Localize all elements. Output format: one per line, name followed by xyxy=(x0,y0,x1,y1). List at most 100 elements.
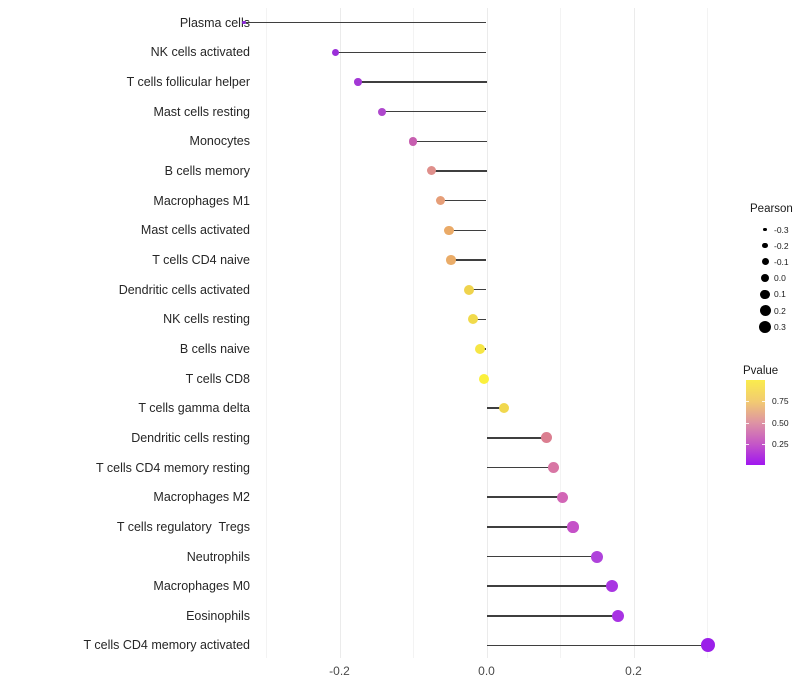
colorbar-tick-label: 0.75 xyxy=(772,396,789,407)
gridline-minor xyxy=(266,8,267,658)
y-axis-label: NK cells activated xyxy=(150,45,250,60)
y-axis-label: B cells memory xyxy=(164,163,250,178)
lollipop-stem xyxy=(357,81,487,83)
gridline-minor xyxy=(707,8,708,658)
size-legend-label: 0.3 xyxy=(774,321,786,332)
colorbar-tick-label: 0.50 xyxy=(772,417,789,428)
lollipop-dot xyxy=(444,225,454,236)
colorbar-tick xyxy=(746,401,749,403)
lollipop-dot xyxy=(332,48,340,56)
gridline-minor xyxy=(413,8,414,658)
size-legend-label: 0.1 xyxy=(774,289,786,300)
lollipop-dot xyxy=(611,609,625,623)
lollipop-stem xyxy=(473,318,487,321)
lollipop-stem xyxy=(440,199,487,202)
lollipop-dot xyxy=(463,284,474,295)
lollipop-dot xyxy=(378,107,387,116)
size-legend-dot xyxy=(759,305,771,316)
gridline-minor xyxy=(560,8,561,658)
y-axis-label: B cells naive xyxy=(179,341,250,356)
y-axis-label: Dendritic cells activated xyxy=(118,282,250,297)
lollipop-stem xyxy=(243,21,487,24)
size-legend-label: 0.2 xyxy=(774,305,786,316)
lollipop-stem xyxy=(486,615,619,617)
size-legend-dot xyxy=(761,258,769,266)
lollipop-stem xyxy=(468,288,487,291)
pvalue-colorbar xyxy=(746,380,765,465)
lollipop-stem xyxy=(382,110,487,113)
x-axis-tick-label: -0.2 xyxy=(329,664,350,678)
lollipop-stem xyxy=(413,140,487,143)
y-axis-label: Monocytes xyxy=(189,134,250,149)
lollipop-dot xyxy=(474,343,485,354)
y-axis-label: T cells follicular helper xyxy=(126,75,250,89)
lollipop-stem xyxy=(486,644,708,647)
lollipop-stem xyxy=(431,170,487,172)
lollipop-dot xyxy=(242,20,246,25)
lollipop-dot xyxy=(479,373,490,384)
lollipop-dot xyxy=(547,462,559,474)
lollipop-stem xyxy=(486,437,547,439)
y-axis-label: NK cells resting xyxy=(163,312,250,327)
lollipop-stem xyxy=(449,229,487,232)
lollipop-stem xyxy=(486,496,563,498)
lollipop-dot xyxy=(541,432,553,444)
size-legend-label: -0.1 xyxy=(774,256,789,267)
size-legend-dot xyxy=(763,227,767,232)
gridline-major xyxy=(486,8,488,658)
lollipop-dot xyxy=(436,196,446,206)
y-axis-label: Macrophages M1 xyxy=(153,193,250,208)
y-axis-label: Mast cells activated xyxy=(140,223,250,238)
size-legend-label: -0.2 xyxy=(774,240,789,251)
x-axis-tick-label: 0.0 xyxy=(478,664,495,678)
y-axis-label: T cells CD4 naive xyxy=(152,252,250,267)
lollipop-dot xyxy=(556,491,568,503)
lollipop-dot xyxy=(591,550,604,563)
y-axis-label: Plasma cells xyxy=(179,15,250,30)
y-axis-label: T cells regulatory Tregs xyxy=(116,519,250,534)
y-axis-label: T cells CD4 memory activated xyxy=(83,638,251,653)
lollipop-stem xyxy=(486,585,613,587)
lollipop-stem xyxy=(486,466,554,469)
size-legend-dot xyxy=(762,242,768,249)
lollipop-dot xyxy=(468,314,479,325)
lollipop-stem xyxy=(486,407,505,409)
colorbar-tick xyxy=(762,401,765,403)
colorbar-tick xyxy=(762,443,765,445)
y-axis-label: T cells CD4 memory resting xyxy=(96,460,250,475)
y-axis-label: Neutrophils xyxy=(186,549,250,564)
colorbar-tick xyxy=(746,422,749,424)
size-legend-dot xyxy=(760,289,770,300)
colorbar-tick xyxy=(762,422,765,424)
size-legend-label: 0.0 xyxy=(774,273,786,284)
lollipop-stem xyxy=(335,51,487,54)
y-axis-label: Macrophages M2 xyxy=(153,490,250,505)
colorbar-tick xyxy=(746,443,749,445)
lollipop-dot xyxy=(498,402,510,414)
color-legend-title: Pvalue xyxy=(743,365,779,377)
y-axis-label: T cells CD8 xyxy=(185,371,250,386)
size-legend-title: Pearson xyxy=(750,203,793,215)
lollipop-dot xyxy=(446,255,456,265)
y-axis-label: Eosinophils xyxy=(186,608,250,623)
lollipop-dot xyxy=(700,638,715,653)
lollipop-dot xyxy=(408,137,418,146)
y-axis-label: Macrophages M0 xyxy=(153,579,250,594)
size-legend-dot xyxy=(759,320,771,333)
x-axis-tick-label: 0.2 xyxy=(625,664,642,678)
lollipop-stem xyxy=(486,526,574,528)
size-legend-dot xyxy=(760,273,770,283)
y-axis-label: Dendritic cells resting xyxy=(131,430,250,445)
lollipop-dot xyxy=(354,78,362,86)
lollipop-stem xyxy=(451,259,487,261)
colorbar-tick-label: 0.25 xyxy=(772,438,789,449)
gridline-major xyxy=(339,8,341,658)
lollipop-dot xyxy=(567,521,579,533)
y-axis-label: Mast cells resting xyxy=(153,104,250,119)
size-legend-label: -0.3 xyxy=(774,224,789,235)
lollipop-dot xyxy=(426,166,436,176)
gridline-major xyxy=(633,8,635,658)
lollipop-dot xyxy=(605,579,619,593)
y-axis-label: T cells gamma delta xyxy=(138,401,250,416)
